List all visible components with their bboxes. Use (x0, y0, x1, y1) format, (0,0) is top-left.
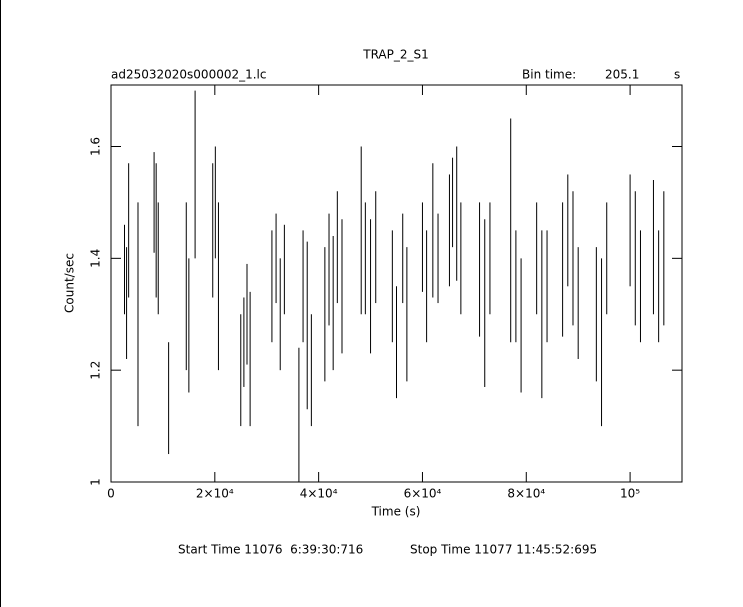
x-tick-label: 4×10⁴ (300, 487, 338, 501)
x-tick-label: 0 (107, 487, 115, 501)
y-axis-label: Count/sec (63, 253, 77, 313)
x-tick-label: 10⁵ (620, 487, 640, 501)
x-tick-label: 8×10⁴ (507, 487, 545, 501)
chart-title: TRAP_2_S1 (362, 48, 429, 62)
y-tick-label: 1.2 (89, 361, 103, 380)
x-tick-label: 6×10⁴ (404, 487, 442, 501)
stop-time: Stop Time 11077 11:45:52:695 (410, 543, 597, 557)
y-tick-label: 1.6 (89, 137, 103, 156)
start-time: Start Time 11076 6:39:30:716 (178, 543, 363, 557)
plot-frame (110, 84, 683, 483)
bin-time-label: Bin time: (522, 68, 576, 82)
bin-time-value: 205.1 (605, 68, 639, 82)
file-name: ad25032020s000002_1.lc (111, 68, 267, 82)
y-tick-label: 1 (89, 478, 103, 486)
x-tick-label: 2×10⁴ (196, 487, 234, 501)
bin-time-unit: s (674, 68, 680, 82)
x-axis-label: Time (s) (371, 505, 421, 519)
y-tick-label: 1.4 (89, 249, 103, 268)
